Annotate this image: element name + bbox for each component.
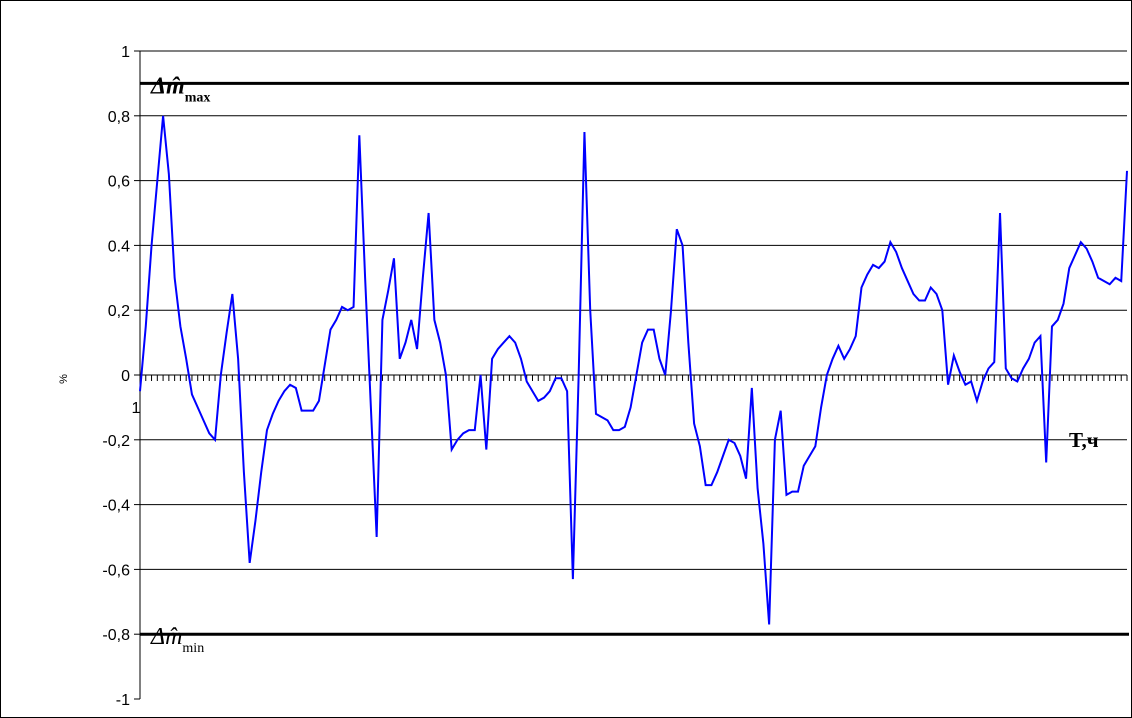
y-tick-label: 0,8 (108, 109, 130, 126)
reference-label-min: Δm̂min (150, 624, 204, 656)
y-tick-label: 0.4 (108, 238, 130, 255)
reference-label-max: Δm̂max (150, 73, 210, 105)
y-tick-label: 0,2 (108, 303, 130, 320)
y-tick-label: -0,8 (102, 627, 130, 644)
reference-label-sub: min (182, 641, 204, 656)
y-tick-label: -0,2 (102, 433, 130, 450)
y-tick-label: -0,4 (102, 498, 130, 515)
y-tick-label: 0 (121, 368, 130, 385)
series-line (139, 115, 1128, 625)
y-tick-labels: 1 0,8 0,6 0.4 0,2 0 -0,2 -0,4 -0,6 -0,8 -1 (102, 44, 130, 709)
y-tick-label: -1 (116, 692, 130, 709)
reference-lines: Δm̂max Δm̂min (140, 73, 1129, 656)
reference-label-sub: max (185, 90, 211, 105)
x-tick-label-first: 1 (132, 400, 141, 417)
y-axis-label: % (58, 374, 70, 384)
x-tick-marks (139, 375, 1128, 381)
y-tick-label: 0,6 (108, 174, 130, 191)
axes (139, 51, 1127, 699)
y-tick-label: -0,6 (102, 562, 130, 579)
y-tick-label: 1 (121, 44, 130, 61)
x-axis-label: T,ч (1069, 428, 1099, 452)
